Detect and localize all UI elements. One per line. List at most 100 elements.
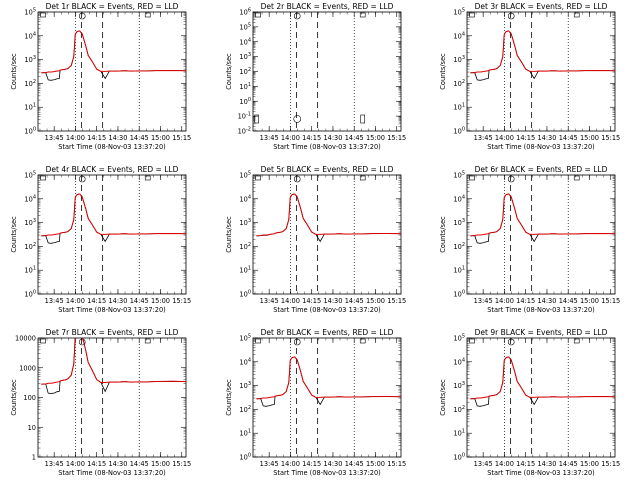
y-axis-label: Counts/sec xyxy=(439,379,447,416)
top-circle-marker xyxy=(78,12,86,20)
top-square-marker xyxy=(573,175,580,181)
panel-title: Det 9r BLACK = Events, RED = LLD xyxy=(475,328,608,337)
top-circle-marker xyxy=(78,338,86,346)
y-tick-label: 10-2 xyxy=(238,127,251,136)
top-circle-marker xyxy=(293,175,301,183)
y-tick-label: 102 xyxy=(24,79,36,88)
x-tick-label: 14:15 xyxy=(302,297,321,305)
lld-series-line xyxy=(41,30,186,74)
y-tick-label: 100 xyxy=(453,290,465,299)
top-circle-marker xyxy=(293,12,301,20)
x-axis-label: Start Time (08-Nov-03 13:37:20) xyxy=(273,306,381,314)
x-tick-label: 14:45 xyxy=(130,460,149,468)
x-tick-label: 14:00 xyxy=(495,134,514,142)
y-tick-label: 103 xyxy=(24,55,36,64)
x-tick-label: 14:30 xyxy=(323,297,342,305)
y-tick-label: 101 xyxy=(239,429,251,438)
y-tick-label: 102 xyxy=(453,242,465,251)
top-circle-marker xyxy=(78,175,86,183)
lld-series-line xyxy=(470,356,615,400)
top-square-marker xyxy=(359,338,366,344)
top-square-marker xyxy=(40,338,46,344)
y-tick-label: 103 xyxy=(239,381,251,390)
x-tick-label: 13:45 xyxy=(260,297,279,305)
events-series-line xyxy=(256,356,401,407)
x-tick-label: 15:00 xyxy=(366,460,385,468)
x-tick-label: 15:15 xyxy=(172,460,191,468)
y-tick-label: 101 xyxy=(453,103,465,112)
y-tick-label: 103 xyxy=(453,55,465,64)
y-tick-label: 104 xyxy=(239,37,251,46)
panel-title: Det 2r BLACK = Events, RED = LLD xyxy=(261,2,394,11)
events-series-line xyxy=(41,30,186,81)
y-tick-label: 105 xyxy=(24,8,36,17)
y-tick-label: 1 xyxy=(32,454,36,462)
lld-series-line xyxy=(470,30,615,74)
top-square-marker xyxy=(255,338,261,344)
x-tick-label: 14:45 xyxy=(130,134,149,142)
x-tick-label: 14:45 xyxy=(559,134,578,142)
x-tick-label: 15:15 xyxy=(172,134,191,142)
y-tick-label: 100 xyxy=(239,453,251,462)
x-tick-label: 15:00 xyxy=(580,134,599,142)
x-axis-label: Start Time (08-Nov-03 13:37:20) xyxy=(58,143,166,151)
top-square-marker xyxy=(573,12,580,18)
y-tick-label: 105 xyxy=(453,334,465,343)
panel-title: Det 3r BLACK = Events, RED = LLD xyxy=(475,2,608,11)
y-tick-label: 102 xyxy=(453,79,465,88)
x-axis-label: Start Time (08-Nov-03 13:37:20) xyxy=(273,143,381,151)
x-tick-label: 15:00 xyxy=(151,297,170,305)
y-tick-label: 104 xyxy=(24,194,36,203)
x-tick-label: 14:30 xyxy=(108,134,127,142)
x-tick-label: 15:00 xyxy=(151,134,170,142)
lld-series-line xyxy=(256,193,401,237)
y-tick-label: 105 xyxy=(239,22,251,31)
plot-frame xyxy=(37,11,187,132)
top-square-marker xyxy=(469,338,475,344)
panel-title: Det 6r BLACK = Events, RED = LLD xyxy=(475,165,608,174)
top-circle-marker xyxy=(507,12,515,20)
x-tick-label: 13:45 xyxy=(474,460,493,468)
y-tick-label: 102 xyxy=(24,242,36,251)
x-axis-label: Start Time (08-Nov-03 13:37:20) xyxy=(487,306,595,314)
x-tick-label: 14:45 xyxy=(559,460,578,468)
lld-series-line xyxy=(41,338,186,385)
y-tick-label: 100 xyxy=(239,97,251,106)
detector-panel-3: Det 3r BLACK = Events, RED = LLD 100 101 10… xyxy=(439,2,620,151)
plot-frame xyxy=(252,11,402,132)
top-square-marker xyxy=(359,175,366,181)
x-tick-label: 15:15 xyxy=(387,460,406,468)
top-square-marker xyxy=(255,12,261,18)
events-series-line xyxy=(470,356,615,407)
y-tick-label: 105 xyxy=(239,334,251,343)
x-tick-label: 13:45 xyxy=(45,134,64,142)
plot-frame xyxy=(37,337,187,458)
y-tick-label: 10000 xyxy=(15,335,36,343)
detector-panel-5: Det 5r BLACK = Events, RED = LLD 100 101 10… xyxy=(225,165,406,314)
y-tick-label: 104 xyxy=(239,357,251,366)
y-axis-label: Counts/sec xyxy=(439,53,447,90)
y-tick-label: 10-1 xyxy=(238,112,251,121)
x-tick-label: 15:00 xyxy=(151,460,170,468)
detector-panel-7: Det 7r BLACK = Events, RED = LLD 1 10 100 10… xyxy=(10,328,191,477)
x-tick-label: 15:00 xyxy=(580,297,599,305)
top-square-marker xyxy=(144,338,151,344)
x-tick-label: 14:00 xyxy=(281,460,300,468)
y-tick-label: 101 xyxy=(239,266,251,275)
x-tick-label: 14:15 xyxy=(516,460,535,468)
y-tick-label: 100 xyxy=(239,290,251,299)
events-series-line xyxy=(256,193,401,243)
y-tick-label: 105 xyxy=(24,171,36,180)
y-tick-label: 103 xyxy=(24,218,36,227)
y-axis-label: Counts/sec xyxy=(225,53,233,90)
x-tick-label: 14:30 xyxy=(537,297,556,305)
top-square-marker xyxy=(469,175,475,181)
y-tick-label: 100 xyxy=(24,127,36,136)
x-tick-label: 15:00 xyxy=(366,134,385,142)
x-axis-label: Start Time (08-Nov-03 13:37:20) xyxy=(487,143,595,151)
top-circle-marker xyxy=(293,338,301,346)
top-square-marker xyxy=(144,12,151,18)
y-tick-label: 1000 xyxy=(19,364,36,372)
detector-panel-9: Det 9r BLACK = Events, RED = LLD 100 101 10… xyxy=(439,328,620,477)
x-tick-label: 15:15 xyxy=(387,134,406,142)
